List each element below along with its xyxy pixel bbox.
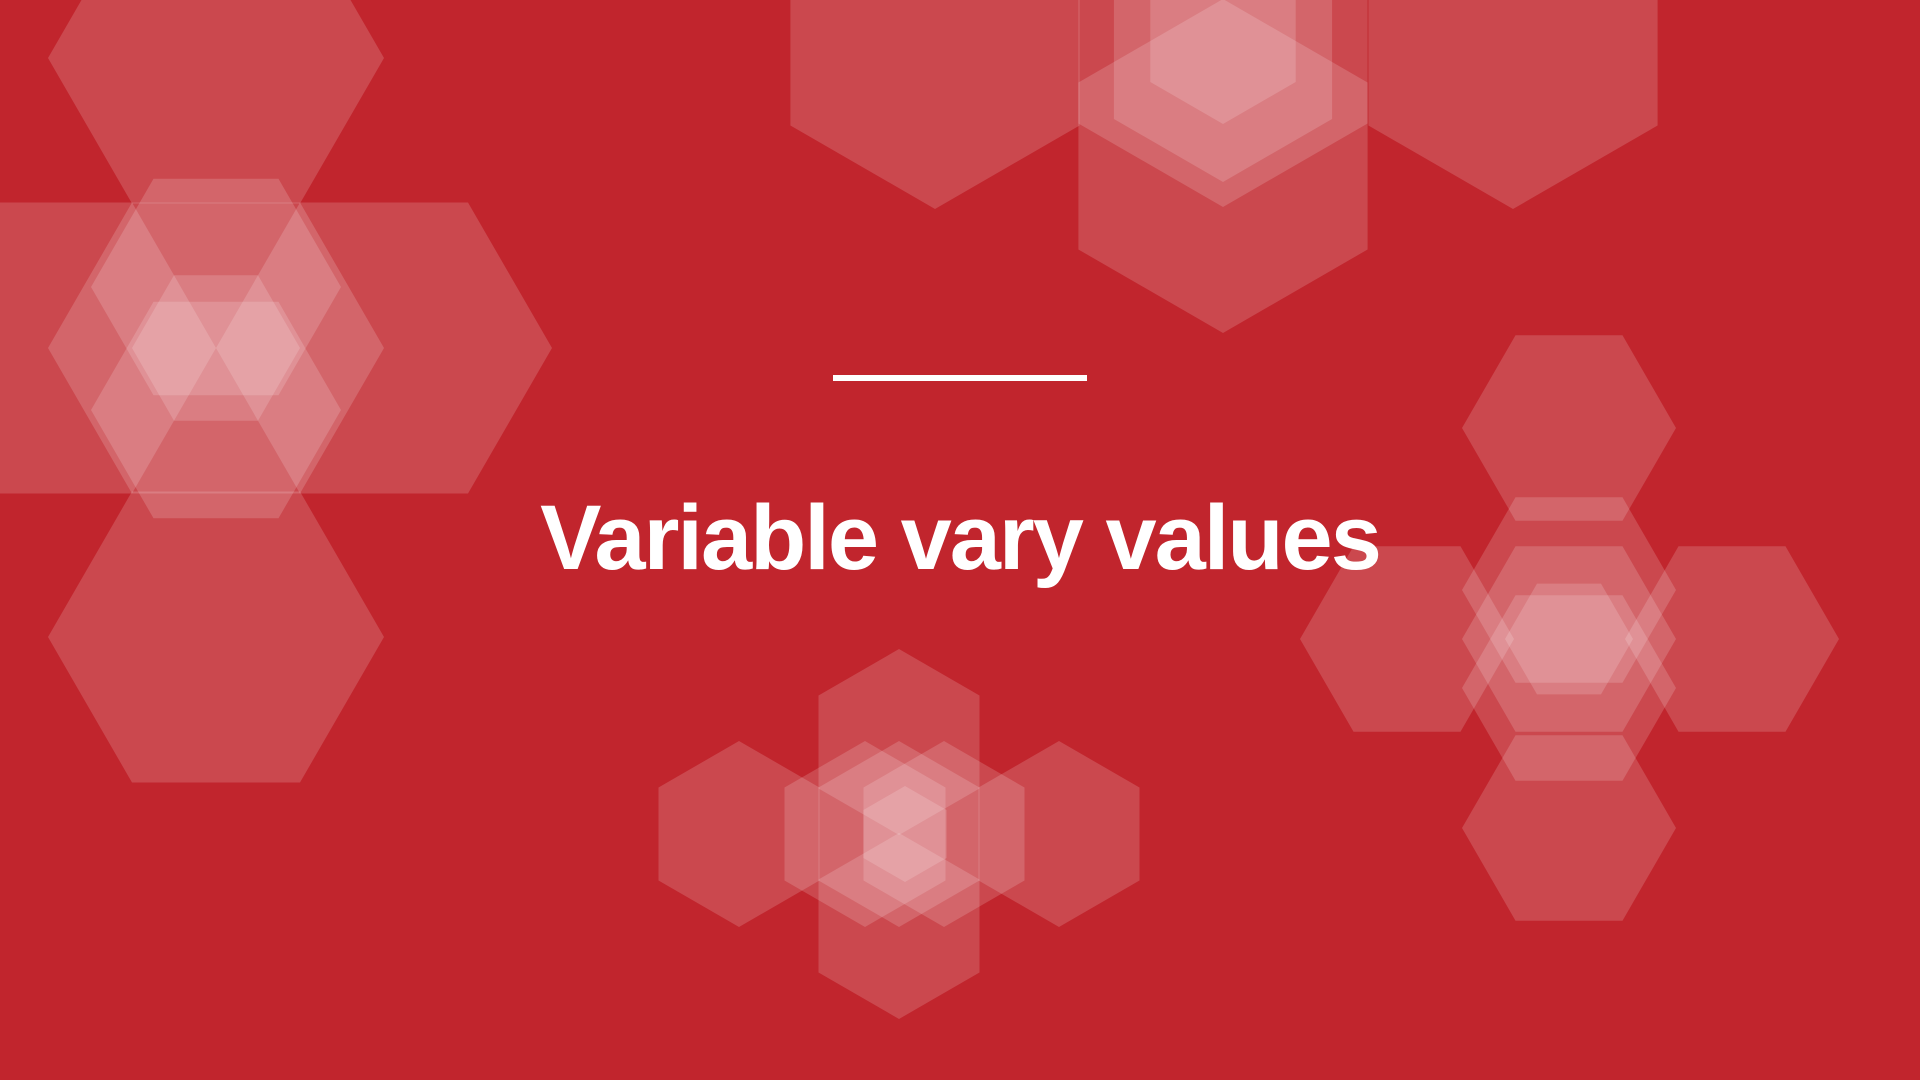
hexagon-shape	[1462, 497, 1676, 683]
hex-cluster-right	[1300, 335, 1839, 921]
hexagon-shape	[91, 178, 341, 396]
hexagon-shape	[91, 301, 341, 519]
hexagon-shape	[818, 741, 980, 927]
hexagon-shape	[1300, 546, 1514, 732]
hexagon-shape	[818, 833, 980, 1019]
hexagon-shape	[1625, 546, 1839, 732]
hexagon-shape	[1078, 0, 1368, 333]
hexagon-shape	[48, 491, 384, 783]
hexagon-shape	[1150, 0, 1296, 124]
hexagon-shape	[0, 202, 216, 494]
hexagon-shape	[863, 741, 1025, 927]
hex-cluster-top	[790, 0, 1658, 333]
hexagon-shape	[818, 649, 980, 835]
hexagon-shape	[48, 202, 384, 494]
hexagon-shape	[978, 741, 1140, 927]
hexagon-shape	[1462, 735, 1676, 921]
hex-cluster-bottom	[658, 649, 1140, 1019]
hexagon-shape	[48, 0, 384, 204]
slide-title: Variable vary values	[540, 487, 1382, 589]
hexagon-shape	[658, 741, 820, 927]
hexagon-shape	[790, 0, 1080, 209]
hexagon-shape	[216, 202, 552, 494]
hexagon-shape	[1368, 0, 1658, 209]
title-divider-line	[833, 375, 1087, 381]
hexagon-shape	[1505, 583, 1633, 695]
hexagon-shape	[784, 741, 946, 927]
hexagon-shape	[863, 786, 947, 882]
hexagon-shape	[1113, 0, 1333, 182]
hexagon-shape	[132, 275, 300, 421]
hexagon-shape	[1462, 546, 1676, 732]
hexagon-shape	[1462, 595, 1676, 781]
hexagon-shape	[1078, 0, 1368, 207]
hex-cluster-left	[0, 0, 552, 783]
hexagon-shape	[1462, 335, 1676, 521]
